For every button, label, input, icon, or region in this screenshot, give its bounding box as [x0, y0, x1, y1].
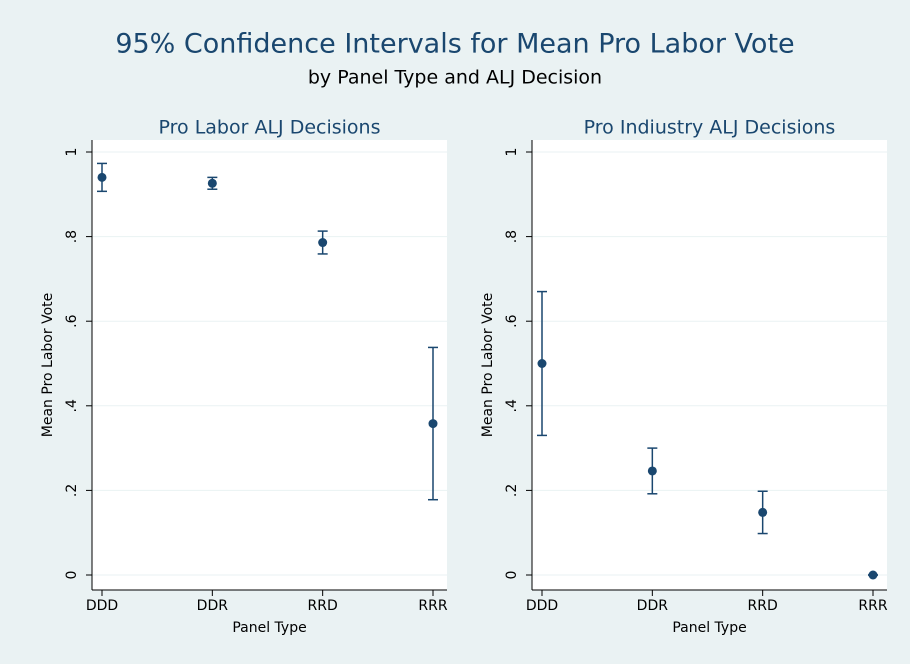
x-tick-label: RRR	[858, 598, 887, 614]
x-axis-label: Panel Type	[672, 620, 746, 636]
chart-title: 95% Confidence Intervals for Mean Pro La…	[115, 29, 794, 60]
y-axis-label: Mean Pro Labor Vote	[40, 293, 56, 437]
point	[868, 570, 878, 580]
y-tick-label: 0	[504, 571, 520, 580]
x-tick-label: RRD	[748, 598, 778, 614]
y-tick-label: 0	[64, 571, 80, 580]
point	[758, 507, 768, 517]
plot-area	[532, 140, 887, 590]
x-tick-label: DDR	[197, 598, 229, 614]
x-axis-label: Panel Type	[232, 620, 306, 636]
x-tick-label: RRR	[418, 598, 447, 614]
y-tick-label: .8	[64, 230, 80, 243]
point	[318, 238, 328, 248]
x-tick-label: RRD	[308, 598, 338, 614]
x-tick-label: DDR	[637, 598, 669, 614]
y-tick-label: 1	[504, 148, 520, 157]
panel-title: Pro Labor ALJ Decisions	[159, 117, 381, 139]
y-tick-label: .8	[504, 230, 520, 243]
chart-subtitle: by Panel Type and ALJ Decision	[308, 67, 602, 89]
y-tick-label: .2	[504, 484, 520, 497]
y-tick-label: .2	[64, 484, 80, 497]
point	[647, 466, 657, 476]
y-axis-label: Mean Pro Labor Vote	[480, 293, 496, 437]
y-tick-label: .6	[64, 314, 80, 327]
point	[428, 419, 438, 429]
x-tick-label: DDD	[86, 598, 118, 614]
x-tick-label: DDD	[526, 598, 558, 614]
y-tick-label: 1	[64, 148, 80, 157]
y-tick-label: .4	[504, 399, 520, 412]
point	[207, 178, 217, 188]
y-tick-label: .6	[504, 314, 520, 327]
panel-title: Pro Indiustry ALJ Decisions	[584, 117, 836, 139]
y-tick-label: .4	[64, 399, 80, 412]
plot-area	[92, 140, 447, 590]
point	[97, 172, 107, 182]
point	[537, 359, 547, 368]
